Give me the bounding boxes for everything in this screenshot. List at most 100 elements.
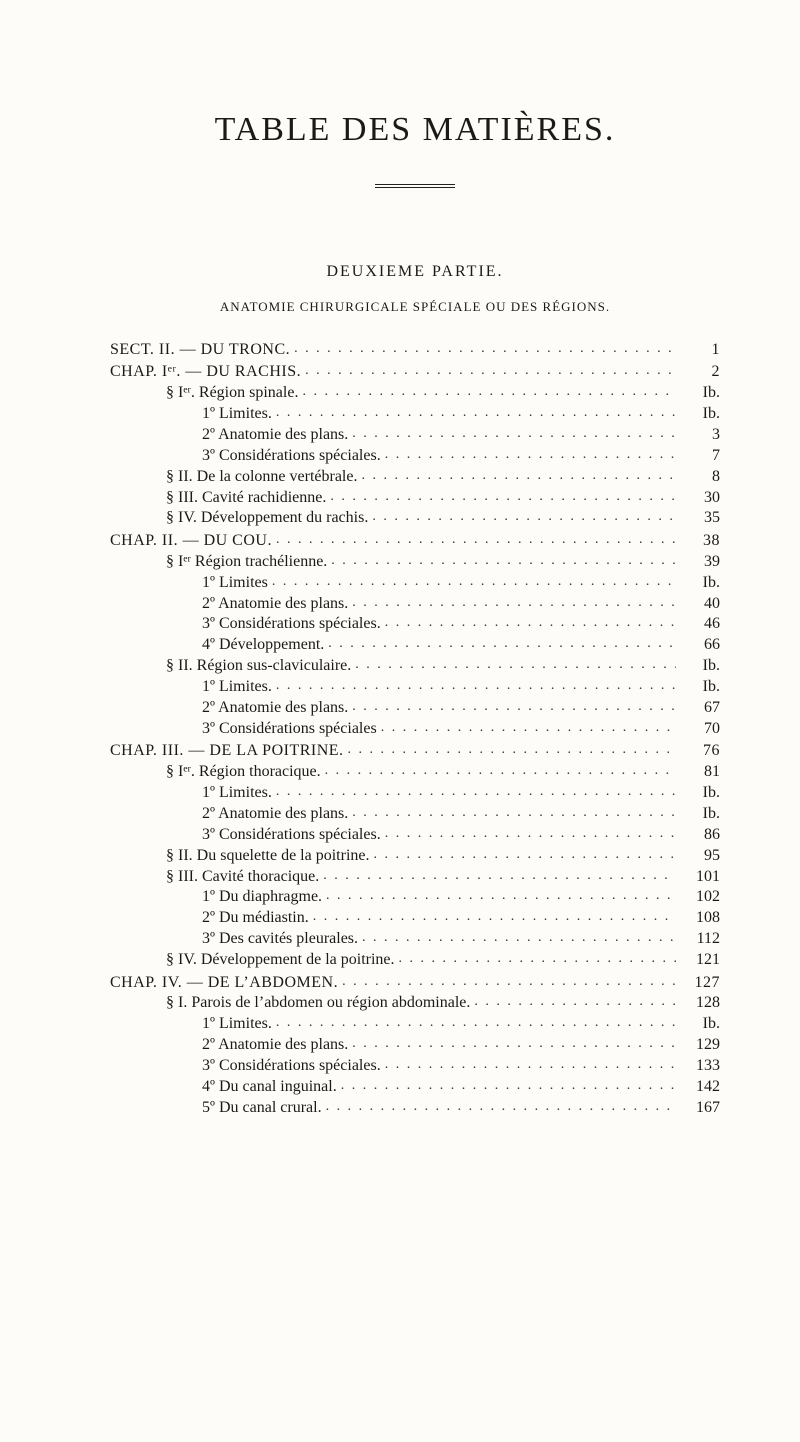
section-heading: ANATOMIE CHIRURGICALE SPÉCIALE OU DES RÉ… [110,300,720,315]
toc-leader-dots [276,532,676,548]
toc-entry-label: 2º Anatomie des plans. [202,595,348,613]
toc-leader-dots [352,426,676,442]
toc-entry-label: § IV. Développement de la poitrine. [166,951,395,969]
toc-entry-page: 167 [680,1099,720,1117]
toc-entry: 1º Limites.Ib. [110,1015,720,1033]
toc-leader-dots [276,678,676,694]
toc-entry: § I. Parois de l’abdomen ou région abdom… [110,994,720,1012]
toc-entry-page: 38 [680,532,720,550]
toc-leader-dots [323,868,676,884]
toc-entry-label: 4º Du canal inguinal. [202,1078,337,1096]
toc-entry: 1º Du diaphragme.102 [110,888,720,906]
toc-entry-label: CHAP. Iᵉʳ. — DU RACHIS. [110,363,301,381]
toc-entry-label: 2º Anatomie des plans. [202,805,348,823]
toc-entry-page: 128 [680,994,720,1012]
toc-entry-label: § IV. Développement du rachis. [166,509,368,527]
toc-entry-page: 8 [680,468,720,486]
toc-entry: CHAP. II. — DU COU. 38 [110,532,720,550]
toc-leader-dots [399,951,676,967]
toc-entry: 3º Considérations spéciales.7 [110,447,720,465]
toc-entry: 3º Considérations spéciales. 86 [110,826,720,844]
toc-entry-label: 3º Des cavités pleurales. [202,930,358,948]
toc-entry-page: 66 [680,636,720,654]
toc-leader-dots [328,636,676,652]
toc-entry-page: Ib. [680,678,720,696]
toc-leader-dots [385,615,676,631]
toc-entry: 1º Limites. Ib. [110,678,720,696]
toc-entry-page: 39 [680,553,720,571]
toc-entry-label: § Iᵉʳ Région trachélienne. [166,553,327,571]
toc-leader-dots [313,909,676,925]
toc-entry: § Iᵉʳ. Région spinale. Ib. [110,384,720,402]
toc-entry-page: Ib. [680,405,720,423]
toc-entry: SECT. II. — DU TRONC.1 [110,341,720,359]
toc-entry-page: 95 [680,847,720,865]
toc-entry-label: 4º Développement. [202,636,324,654]
toc-entry: CHAP. III. — DE LA POITRINE.76 [110,742,720,760]
toc-entry-label: 2º Anatomie des plans. [202,1036,348,1054]
toc-entry-label: § Iᵉʳ. Région thoracique. [166,763,321,781]
toc-entry: 2º Anatomie des plans. 3 [110,426,720,444]
toc-entry: § Iᵉʳ Région trachélienne. 39 [110,553,720,571]
toc-leader-dots [385,1057,676,1073]
toc-entry-page: 1 [680,341,720,359]
toc-entry: 3º Considérations spéciales.46 [110,615,720,633]
toc-entry-label: 2º Du médiastin. [202,909,309,927]
toc-entry-label: 2º Anatomie des plans. [202,426,348,444]
toc-leader-dots [352,699,676,715]
toc-leader-dots [294,341,676,357]
toc-entry-page: 3 [680,426,720,444]
toc-entry-label: § Iᵉʳ. Région spinale. [166,384,298,402]
toc-entry-page: Ib. [680,784,720,802]
toc-leader-dots [352,805,676,821]
toc-entry-label: 1º Limites. [202,405,272,423]
toc-entry-page: 30 [680,489,720,507]
toc-entry: 3º Des cavités pleurales.112 [110,930,720,948]
toc-entry-label: 1º Limites. [202,678,272,696]
toc-entry-page: Ib. [680,574,720,592]
toc-entry: 2º Anatomie des plans.40 [110,595,720,613]
toc-entry-label: 1º Du diaphragme. [202,888,322,906]
horizontal-rule [110,175,720,193]
document-page: TABLE DES MATIÈRES. DEUXIEME PARTIE. ANA… [0,0,800,1442]
toc-entry-label: 3º Considérations spéciales. [202,615,381,633]
toc-entry: 3º Considérations spéciales.133 [110,1057,720,1075]
toc-leader-dots [361,468,676,484]
toc-leader-dots [352,595,676,611]
toc-entry-page: 127 [680,974,720,992]
toc-entry-label: 5º Du canal crural. [202,1099,322,1117]
toc-entry-page: Ib. [680,384,720,402]
toc-entry-page: Ib. [680,805,720,823]
toc-entry-label: § II. De la colonne vertébrale. [166,468,357,486]
toc-entry: § II. Du squelette de la poitrine.95 [110,847,720,865]
toc-leader-dots [342,974,676,990]
toc-leader-dots [381,720,676,736]
toc-entry-label: 1º Limites. [202,784,272,802]
toc-leader-dots [326,1099,676,1115]
toc-entry: § II. Région sus-claviculaire.Ib. [110,657,720,675]
toc-leader-dots [474,994,676,1010]
toc-entry-label: CHAP. III. — DE LA POITRINE. [110,742,344,760]
toc-leader-dots [362,930,676,946]
toc-leader-dots [374,847,677,863]
toc-entry-page: Ib. [680,657,720,675]
toc-entry-label: 3º Considérations spéciales. [202,826,381,844]
toc-entry-label: 2º Anatomie des plans. [202,699,348,717]
table-of-contents: SECT. II. — DU TRONC.1 CHAP. Iᵉʳ. — DU RA… [110,341,720,1117]
toc-leader-dots [330,489,676,505]
toc-entry-label: CHAP. II. — DU COU. [110,532,272,550]
toc-leader-dots [331,553,676,569]
toc-entry: 2º Anatomie des plans.67 [110,699,720,717]
toc-leader-dots [305,363,676,379]
toc-entry: 4º Du canal inguinal.142 [110,1078,720,1096]
toc-leader-dots [276,405,676,421]
toc-entry-page: 35 [680,509,720,527]
toc-entry: 3º Considérations spéciales70 [110,720,720,738]
toc-entry-label: 1º Limites. [202,1015,272,1033]
toc-leader-dots [385,826,676,842]
toc-entry-page: 101 [680,868,720,886]
toc-entry-page: 86 [680,826,720,844]
toc-entry-page: 121 [680,951,720,969]
toc-entry-label: CHAP. IV. — DE L’ABDOMEN. [110,974,338,992]
toc-entry: 5º Du canal crural. 167 [110,1099,720,1117]
